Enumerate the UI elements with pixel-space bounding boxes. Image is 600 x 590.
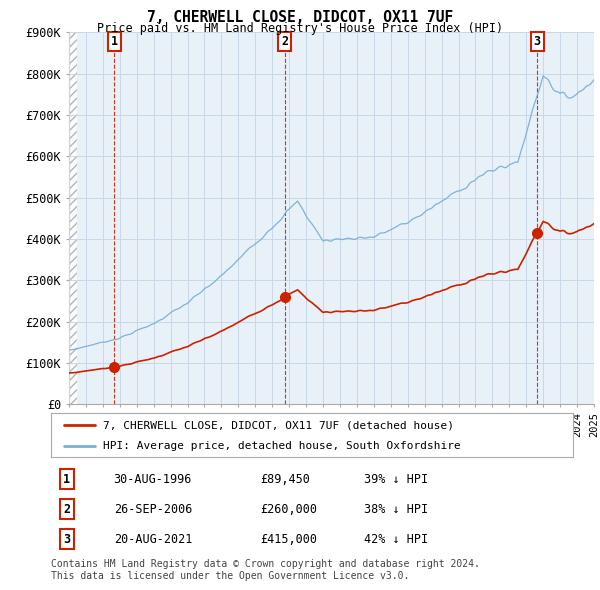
Text: 30-AUG-1996: 30-AUG-1996 — [113, 473, 192, 486]
Text: 26-SEP-2006: 26-SEP-2006 — [113, 503, 192, 516]
Text: 2: 2 — [63, 503, 70, 516]
Text: £89,450: £89,450 — [260, 473, 310, 486]
Text: 38% ↓ HPI: 38% ↓ HPI — [364, 503, 428, 516]
Text: 3: 3 — [533, 35, 541, 48]
Text: 7, CHERWELL CLOSE, DIDCOT, OX11 7UF: 7, CHERWELL CLOSE, DIDCOT, OX11 7UF — [147, 10, 453, 25]
Text: Price paid vs. HM Land Registry's House Price Index (HPI): Price paid vs. HM Land Registry's House … — [97, 22, 503, 35]
Text: 20-AUG-2021: 20-AUG-2021 — [113, 533, 192, 546]
Text: Contains HM Land Registry data © Crown copyright and database right 2024.
This d: Contains HM Land Registry data © Crown c… — [51, 559, 480, 581]
Bar — [69, 32, 77, 404]
Text: 7, CHERWELL CLOSE, DIDCOT, OX11 7UF (detached house): 7, CHERWELL CLOSE, DIDCOT, OX11 7UF (det… — [103, 421, 454, 430]
Text: HPI: Average price, detached house, South Oxfordshire: HPI: Average price, detached house, Sout… — [103, 441, 461, 451]
Text: 39% ↓ HPI: 39% ↓ HPI — [364, 473, 428, 486]
Text: £260,000: £260,000 — [260, 503, 317, 516]
Text: 3: 3 — [63, 533, 70, 546]
Text: 1: 1 — [63, 473, 70, 486]
Text: £415,000: £415,000 — [260, 533, 317, 546]
Text: 1: 1 — [110, 35, 118, 48]
Text: 42% ↓ HPI: 42% ↓ HPI — [364, 533, 428, 546]
Text: 2: 2 — [281, 35, 289, 48]
